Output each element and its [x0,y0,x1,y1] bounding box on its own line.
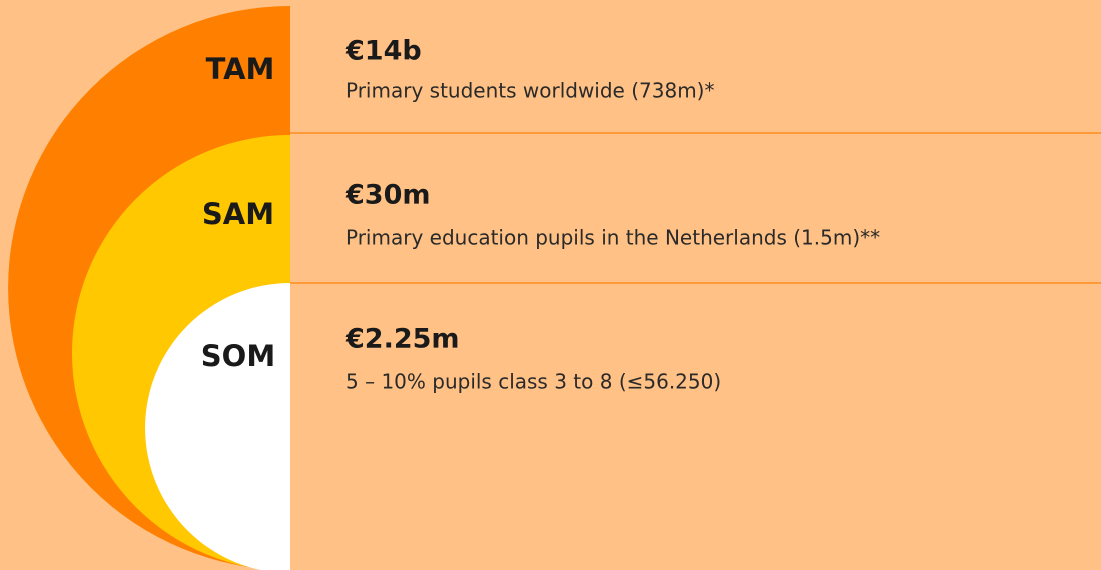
som-shape [145,283,290,570]
level-description: 5 – 10% pupils class 3 to 8 (≤56.250) [346,370,721,394]
level-value: €30m [345,180,431,211]
level-description: Primary education pupils in the Netherla… [346,226,880,250]
level-value: €2.25m [345,324,460,355]
level-label: SAM [202,197,274,231]
level-label: TAM [206,52,275,86]
level-description: Primary students worldwide (738m)* [346,79,714,103]
level-value: €14b [345,36,422,67]
level-label: SOM [201,339,275,373]
